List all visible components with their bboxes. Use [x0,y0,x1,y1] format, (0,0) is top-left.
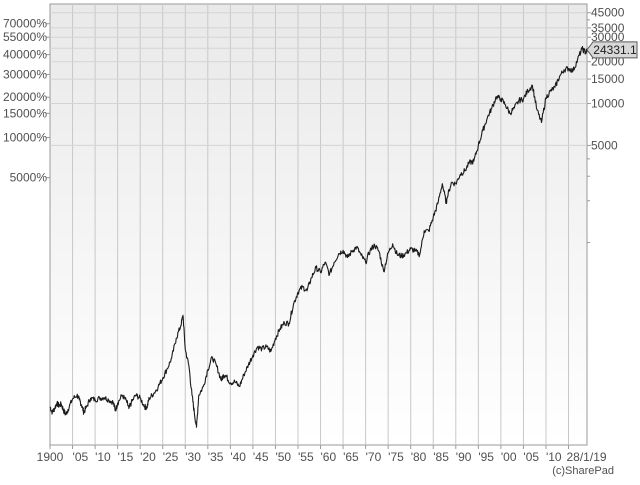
credit-label: (c)SharePad [552,465,614,477]
last-value-badge: 24331.1 [586,41,638,59]
left-tick-label: 70000% [3,17,47,31]
left-tick-label: 40000% [3,48,47,62]
x-tick-label: '35 [208,450,224,464]
left-tick-label: 55000% [3,30,47,44]
x-tick-label: 28/1/19 [567,450,607,464]
x-tick-label: '60 [321,450,337,464]
x-tick-label: '30 [185,450,201,464]
right-tick-label: 5000 [591,138,618,152]
left-tick-label: 30000% [3,67,47,81]
x-tick-label: '05 [523,450,539,464]
x-tick-label: '00 [501,450,517,464]
x-tick-label: '20 [140,450,156,464]
x-tick-label: '50 [275,450,291,464]
plot-background [49,3,588,446]
x-tick-label: '15 [118,450,134,464]
right-tick-label: 15000 [591,72,625,86]
last-value-box [586,41,638,59]
right-tick-label: 30000 [591,30,625,44]
x-tick-label: '55 [298,450,314,464]
x-tick-label: 1900 [37,450,64,464]
x-tick-label: '85 [433,450,449,464]
x-tick-label: '95 [478,450,494,464]
last-value-label: 24331.1 [593,43,637,57]
left-tick-label: 20000% [3,90,47,104]
left-tick-label: 15000% [3,106,47,120]
left-tick-label: 5000% [10,171,48,185]
right-tick-label: 45000 [591,6,625,20]
left-tick-label: 10000% [3,130,47,144]
series-line [49,45,588,428]
x-tick-label: '10 [546,450,562,464]
right-tick-label: 10000 [591,97,625,111]
x-tick-label: '65 [343,450,359,464]
x-tick-label: '80 [411,450,427,464]
x-tick-label: '05 [73,450,89,464]
x-tick-label: '25 [163,450,179,464]
x-tick-label: '10 [95,450,111,464]
right-tick-label: 35000 [591,21,625,35]
x-tick-label: '45 [253,450,269,464]
x-tick-label: '90 [456,450,472,464]
x-tick-label: '40 [230,450,246,464]
x-tick-label: '70 [366,450,382,464]
x-tick-label: '75 [388,450,404,464]
